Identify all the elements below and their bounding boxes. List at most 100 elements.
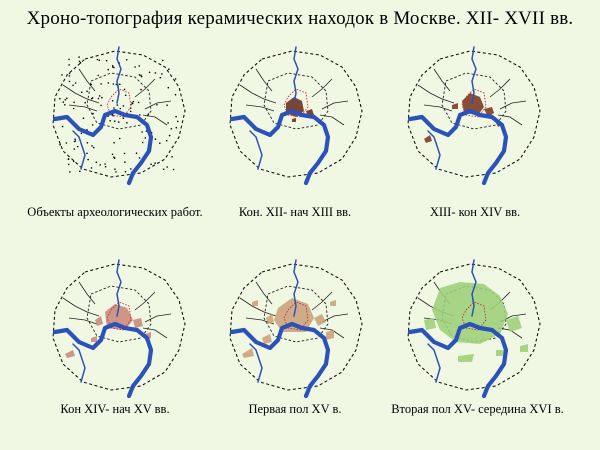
site-dot [86,90,88,93]
site-dot [97,97,100,100]
site-dot [72,160,75,163]
site-dot [150,163,152,165]
stream [321,100,349,110]
site-dot [111,65,114,67]
site-dot [113,156,115,158]
outer-boundary [407,263,541,391]
stream [255,68,273,92]
site-dot [68,64,70,66]
site-dot [170,128,173,130]
site-dot [131,102,133,104]
site-dot [64,99,67,101]
kremlin-outline [106,88,132,118]
kremlin-outline [283,88,309,118]
site-dot [119,107,122,110]
finds-area [484,107,494,117]
site-dot [100,104,102,107]
site-dot [112,83,115,85]
stream [62,84,100,104]
site-dot [138,157,141,159]
stream [423,104,453,112]
site-dot [109,120,111,122]
site-dot [59,143,61,146]
site-dot [111,153,114,156]
site-dot [99,164,101,166]
caption-6: Вторая пол XV- середина XVI в. [391,402,564,416]
site-dot [59,97,61,100]
site-dot [172,168,175,171]
site-dot [72,84,74,87]
site-dot [130,168,132,170]
site-dot [68,58,70,61]
site-dot [118,121,120,123]
finds-area [326,330,334,340]
map-5 [229,259,363,399]
stream [489,78,511,98]
site-dot [82,117,85,119]
finds-area [314,314,326,326]
outer-boundary [52,263,186,391]
site-dot [115,171,117,173]
site-dot [116,104,119,106]
site-dot [122,105,125,107]
site-dot [119,83,121,86]
site-dot [159,142,161,144]
stream [499,100,527,110]
finds-area [330,300,336,306]
site-dot [174,78,177,80]
site-dot [175,126,178,129]
moskva-river [229,108,331,186]
site-dot [132,100,135,103]
neglinnaya-river [116,259,122,317]
stream [245,104,275,112]
inner-boundary [86,285,152,343]
site-dot [80,91,83,94]
site-dot [90,167,93,169]
moskva-river [407,108,509,186]
site-dot [140,88,142,91]
stream [134,78,156,98]
finds-area [91,336,97,342]
site-dot [168,68,170,70]
stream [142,327,168,339]
site-dot [114,168,116,170]
site-dot [91,97,94,99]
stream [62,297,100,317]
map-4 [52,259,186,399]
site-dot [154,72,157,74]
map-panel-6 [400,258,550,399]
site-dot [74,138,76,140]
stream [78,68,96,92]
site-dot [87,158,89,161]
outer-boundary [229,50,363,178]
site-dot [100,83,102,85]
finds-area [65,350,75,358]
map-3 [407,46,541,186]
site-dot [112,66,114,68]
site-dot [124,94,127,97]
finds-area [506,316,522,332]
site-dot [90,83,92,86]
site-dot [73,101,75,104]
site-dot [171,156,173,158]
finds-area [95,316,103,326]
stream [417,84,455,104]
site-dot [97,74,99,77]
site-dot [84,101,86,104]
site-dot [167,86,170,89]
site-dot [154,162,156,164]
tributary-river [249,343,263,383]
map-1 [52,46,186,186]
caption-5: Первая пол XV в. [248,402,342,416]
map-2 [229,46,363,186]
neglinnaya-river [293,259,299,317]
site-dot [67,158,70,160]
map-panel-3 [400,45,550,186]
site-dot [92,112,94,115]
stream [68,104,98,112]
site-dot [123,88,126,91]
kremlin-outline [283,301,309,331]
site-dot [126,122,128,124]
site-dot [166,166,168,168]
finds-area [242,348,254,358]
